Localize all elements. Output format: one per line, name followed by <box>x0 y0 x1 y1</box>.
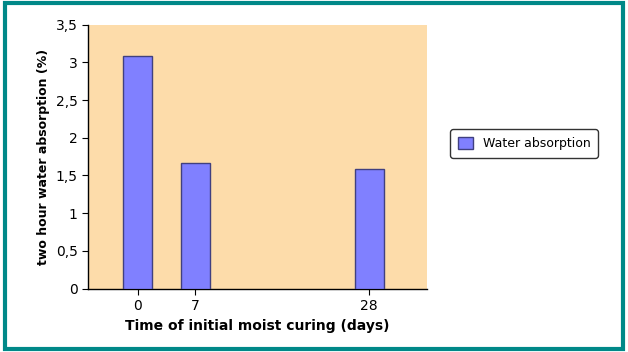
X-axis label: Time of initial moist curing (days): Time of initial moist curing (days) <box>125 319 390 333</box>
Y-axis label: two hour water absorption (%): two hour water absorption (%) <box>37 49 50 265</box>
Bar <box>123 56 152 289</box>
Bar <box>181 163 210 289</box>
Bar <box>355 169 384 289</box>
Legend: Water absorption: Water absorption <box>450 129 598 158</box>
